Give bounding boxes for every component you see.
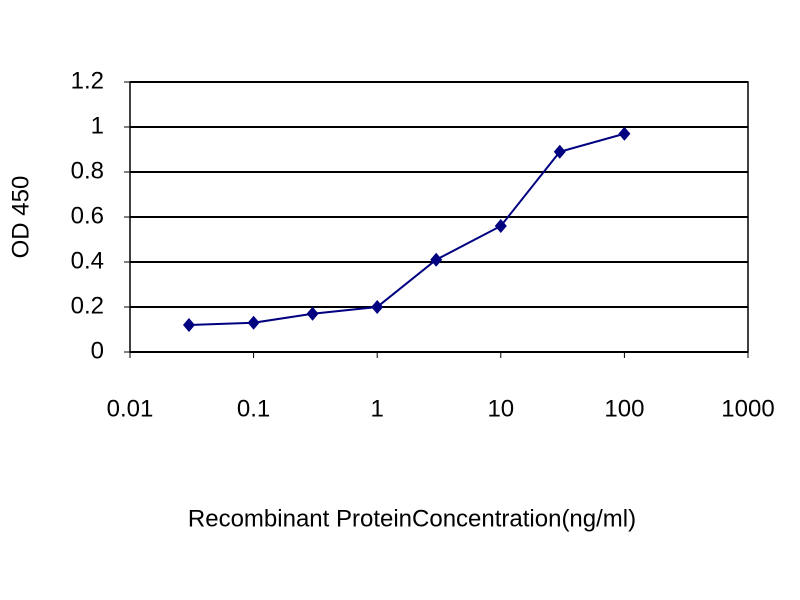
point bbox=[247, 315, 260, 330]
point bbox=[371, 300, 384, 314]
point bbox=[430, 252, 443, 267]
point bbox=[306, 306, 319, 321]
y-tick-label: 0.4 bbox=[71, 247, 104, 274]
x-tick-label: 1 bbox=[371, 395, 384, 422]
y-axis-label: OD 450 bbox=[7, 176, 34, 259]
point bbox=[553, 144, 566, 159]
point bbox=[494, 219, 507, 233]
line bbox=[188, 132, 625, 326]
y-tick-label: 0.6 bbox=[71, 202, 104, 229]
point bbox=[618, 126, 631, 141]
y-tick-label: 1 bbox=[91, 112, 104, 139]
y-tick-label: 1.2 bbox=[71, 67, 104, 94]
y-tick-label: 0.8 bbox=[71, 157, 104, 184]
x-tick-label: 0.01 bbox=[107, 395, 154, 422]
x-tick-label: 10 bbox=[487, 395, 514, 422]
x-tick-label: 100 bbox=[604, 395, 644, 422]
x-axis-label: Recombinant ProteinConcentration(ng/ml) bbox=[188, 505, 636, 532]
point bbox=[182, 318, 195, 332]
y-tick-label: 0 bbox=[91, 337, 104, 364]
x-tick-label: 0.1 bbox=[237, 395, 270, 422]
x-tick-label: 1000 bbox=[721, 395, 774, 422]
y-tick-label: 0.2 bbox=[71, 292, 104, 319]
